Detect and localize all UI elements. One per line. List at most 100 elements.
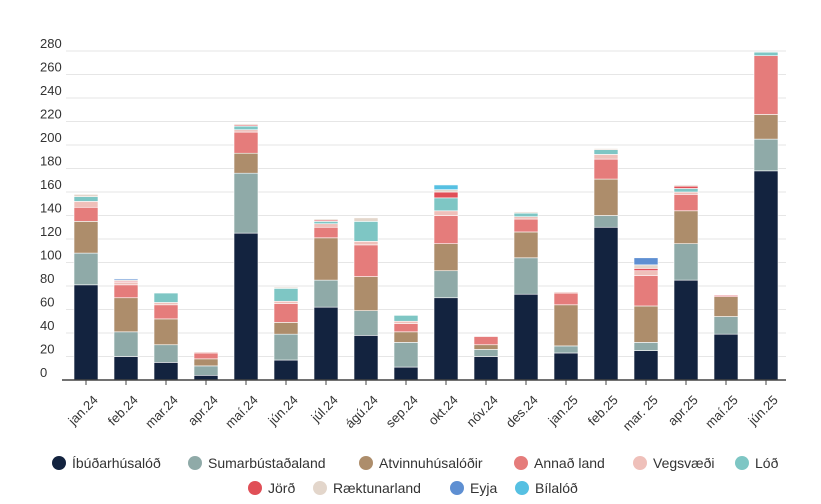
bar-segment [593, 178, 619, 216]
bar-segment [273, 303, 299, 323]
bar-segment [273, 288, 299, 302]
bar-segment [633, 342, 659, 351]
bar-segment [633, 268, 659, 272]
bar-segment [313, 226, 339, 239]
bar-segment [673, 194, 699, 212]
legend-label: Íbúðarhúsalóð [72, 455, 161, 471]
bar-segment [593, 226, 619, 381]
x-tick-label: mar.24 [142, 392, 181, 431]
bar-segment [713, 295, 739, 297]
bar-segment [593, 149, 619, 155]
bar-segment [433, 215, 459, 245]
bar-segment [753, 138, 779, 172]
bar-segment [473, 356, 499, 381]
bar-segment [273, 300, 299, 304]
bar-segment [113, 282, 139, 286]
legend-marker [514, 456, 528, 470]
bar-segment [233, 131, 259, 154]
bar-segment [153, 304, 179, 320]
bar-segment [113, 278, 139, 281]
bar-segment [633, 275, 659, 307]
bar-segment [513, 218, 539, 233]
x-tick-label: jan.24 [65, 392, 101, 428]
bar-segment [753, 114, 779, 140]
bar-segment [673, 191, 699, 195]
bar-segment [193, 351, 219, 354]
legend-label: Lóð [755, 455, 779, 471]
bar-segment [73, 196, 99, 202]
bar-segment [753, 55, 779, 115]
x-tick-label: apr.24 [185, 392, 221, 428]
x-tick-label: jún.25 [745, 392, 781, 428]
legend-marker [52, 456, 66, 470]
bar-segment [673, 184, 699, 187]
bar-segment [513, 293, 539, 381]
bar-segment [193, 352, 219, 360]
bar-segment [713, 333, 739, 381]
bar-segment [553, 291, 579, 294]
bar-segment [673, 185, 699, 189]
bar-segment [713, 316, 739, 335]
bar-segment [633, 264, 659, 269]
x-tick-label: júl.24 [308, 392, 341, 425]
y-tick-label: 20 [40, 342, 54, 357]
bar-segment [113, 284, 139, 299]
bar-segment [633, 257, 659, 266]
bar-segment [73, 206, 99, 222]
y-axis: 0 20 40 60 80 100 120 140 160 180 200 220 240 260 280 [40, 36, 62, 380]
y-tick-label: 180 [40, 154, 62, 169]
bar-segment [593, 148, 619, 150]
bar-segment [353, 244, 379, 277]
bar-segment [753, 170, 779, 381]
bar-segment [553, 292, 579, 306]
bar-segment [593, 154, 619, 160]
bar-segment [513, 216, 539, 220]
bars [73, 51, 779, 381]
legend-marker [188, 456, 202, 470]
legend-label: Bílalóð [535, 480, 578, 496]
bar-segment [113, 331, 139, 357]
legend-label: Ræktunarland [333, 480, 421, 496]
bar-segment [673, 279, 699, 381]
x-tick-label: jún.24 [265, 392, 301, 428]
bar-segment [433, 189, 459, 193]
bar-segment [713, 296, 739, 317]
bar-segment [633, 270, 659, 276]
y-tick-label: 220 [40, 107, 62, 122]
bar-segment [153, 362, 179, 381]
bar-segment [353, 335, 379, 381]
x-tick-label: feb.25 [585, 392, 621, 428]
x-tick-label: maí.25 [702, 392, 741, 431]
x-tick-label: okt.24 [425, 392, 461, 428]
x-tick-label: apr.25 [665, 392, 701, 428]
bar-segment [233, 232, 259, 381]
bar-segment [433, 270, 459, 299]
bar-segment [73, 252, 99, 286]
bar-segment [593, 158, 619, 180]
bar-segment [473, 349, 499, 357]
bar-segment [153, 344, 179, 363]
bar-segment [273, 322, 299, 335]
x-tick-label: ágú.24 [342, 392, 381, 431]
x-tick-label: mar. 25 [620, 392, 661, 433]
bar-segment [393, 331, 419, 343]
bar-segment [73, 194, 99, 198]
x-axis: jan.24 feb.24 mar.24 apr.24 maí.24 jún.24 júl.… [65, 380, 781, 434]
bar-segment [113, 356, 139, 381]
bar-segment [633, 305, 659, 343]
bar-segment [433, 243, 459, 272]
bar-segment [393, 323, 419, 333]
bar-segment [313, 218, 339, 221]
bar-segment [553, 352, 579, 381]
bar-segment [513, 212, 539, 217]
bar-segment [473, 344, 499, 350]
bar-segment [233, 152, 259, 174]
bar-segment [273, 286, 299, 289]
bar-segment [273, 333, 299, 361]
bar-segment [433, 184, 459, 190]
bar-segment [673, 243, 699, 281]
bar-segment [593, 215, 619, 228]
bar-segment [313, 279, 339, 308]
y-tick-label: 100 [40, 248, 62, 263]
